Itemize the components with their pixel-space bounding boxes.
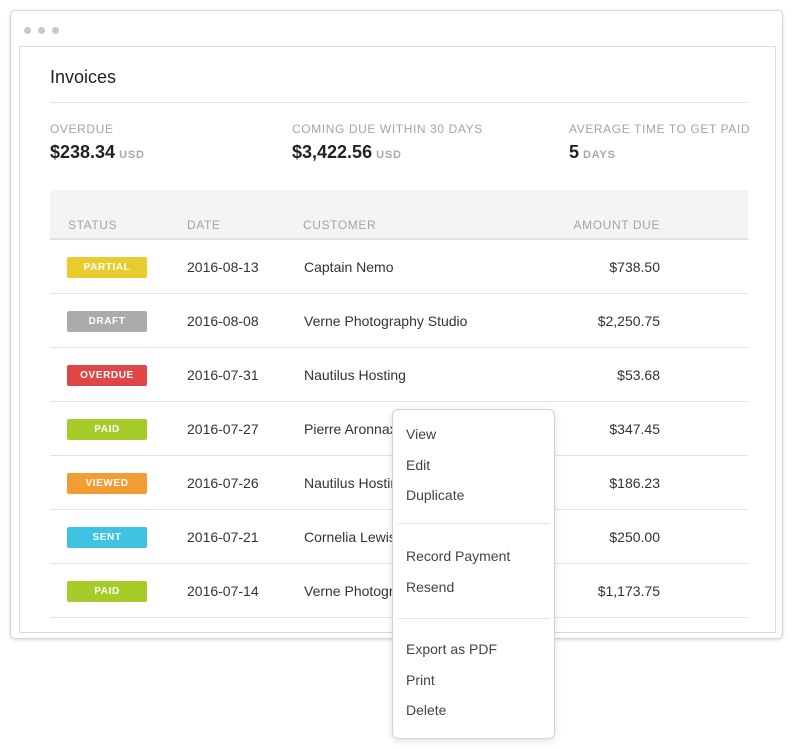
- status-badge: PAID: [67, 581, 147, 602]
- stat-unit: DAYS: [583, 149, 616, 161]
- invoice-customer: Nautilus Hosting: [304, 367, 406, 383]
- invoice-date: 2016-08-08: [187, 313, 259, 329]
- invoice-amount: $738.50: [609, 259, 660, 275]
- column-header-status[interactable]: STATUS: [68, 218, 118, 232]
- invoice-date: 2016-08-13: [187, 259, 259, 275]
- table-row[interactable]: OVERDUE 2016-07-31 Nautilus Hosting $53.…: [50, 348, 748, 402]
- stat-amount: $238.34: [50, 142, 116, 162]
- menu-item-view[interactable]: View: [406, 426, 437, 442]
- invoice-date: 2016-07-21: [187, 529, 259, 545]
- menu-item-print[interactable]: Print: [406, 672, 435, 688]
- stat-label: AVERAGE TIME TO GET PAID: [569, 122, 751, 136]
- stat-value: $3,422.56 USD: [292, 142, 483, 163]
- window-dot-maximize[interactable]: [52, 27, 59, 34]
- window-controls: [24, 27, 59, 34]
- invoice-date: 2016-07-14: [187, 583, 259, 599]
- status-badge: OVERDUE: [67, 365, 147, 386]
- menu-divider: [398, 523, 550, 524]
- invoice-amount: $347.45: [609, 421, 660, 437]
- invoice-amount: $250.00: [609, 529, 660, 545]
- window-dot-close[interactable]: [24, 27, 31, 34]
- stat-average-time: AVERAGE TIME TO GET PAID 5 DAYS: [569, 122, 750, 163]
- stat-unit: USD: [119, 149, 145, 161]
- invoice-amount: $53.68: [617, 367, 660, 383]
- column-header-customer[interactable]: CUSTOMER: [303, 218, 377, 232]
- invoice-customer: Nautilus Hosting: [304, 475, 406, 491]
- status-badge: PARTIAL: [67, 257, 147, 278]
- stat-value: $238.34 USD: [50, 142, 145, 163]
- context-menu: View Edit Duplicate Record Payment Resen…: [392, 409, 555, 739]
- stat-amount: $3,422.56: [292, 142, 373, 162]
- stat-value: 5 DAYS: [569, 142, 750, 163]
- invoice-customer: Captain Nemo: [304, 259, 394, 275]
- menu-item-edit[interactable]: Edit: [406, 457, 431, 473]
- menu-divider: [398, 618, 550, 619]
- status-badge: PAID: [67, 419, 147, 440]
- invoice-date: 2016-07-27: [187, 421, 259, 437]
- invoice-customer: Verne Photography Studio: [304, 313, 468, 329]
- menu-item-export-pdf[interactable]: Export as PDF: [406, 641, 498, 657]
- title-divider: [50, 102, 748, 103]
- table-row[interactable]: DRAFT 2016-08-08 Verne Photography Studi…: [50, 294, 748, 348]
- table-header: STATUS DATE CUSTOMER AMOUNT DUE: [50, 190, 748, 240]
- stat-unit: USD: [376, 149, 402, 161]
- invoice-amount: $186.23: [609, 475, 660, 491]
- menu-item-delete[interactable]: Delete: [406, 702, 447, 718]
- status-badge: SENT: [67, 527, 147, 548]
- stat-overdue: OVERDUE $238.34 USD: [50, 122, 145, 163]
- stat-amount: 5: [569, 142, 580, 162]
- menu-item-resend[interactable]: Resend: [406, 579, 455, 595]
- page-title: Invoices: [50, 67, 117, 87]
- menu-item-record-payment[interactable]: Record Payment: [406, 548, 511, 564]
- stat-coming-due: COMING DUE WITHIN 30 DAYS $3,422.56 USD: [292, 122, 483, 163]
- menu-item-duplicate[interactable]: Duplicate: [406, 487, 465, 503]
- column-header-date[interactable]: DATE: [187, 218, 221, 232]
- window-dot-minimize[interactable]: [38, 27, 45, 34]
- invoice-customer: Cornelia Lewis: [304, 529, 396, 545]
- table-row[interactable]: PARTIAL 2016-08-13 Captain Nemo $738.50: [50, 240, 748, 294]
- invoice-customer: Pierre Aronnax: [304, 421, 397, 437]
- column-header-amount[interactable]: AMOUNT DUE: [573, 218, 660, 232]
- stat-label: COMING DUE WITHIN 30 DAYS: [292, 122, 483, 136]
- stat-label: OVERDUE: [50, 122, 114, 136]
- invoice-date: 2016-07-31: [187, 367, 259, 383]
- invoices-panel: Invoices OVERDUE $238.34 USD COMING DUE W…: [19, 46, 776, 633]
- invoice-amount: $2,250.75: [597, 313, 660, 329]
- invoice-date: 2016-07-26: [187, 475, 259, 491]
- status-badge: DRAFT: [67, 311, 147, 332]
- invoice-amount: $1,173.75: [597, 583, 660, 599]
- status-badge: VIEWED: [67, 473, 147, 494]
